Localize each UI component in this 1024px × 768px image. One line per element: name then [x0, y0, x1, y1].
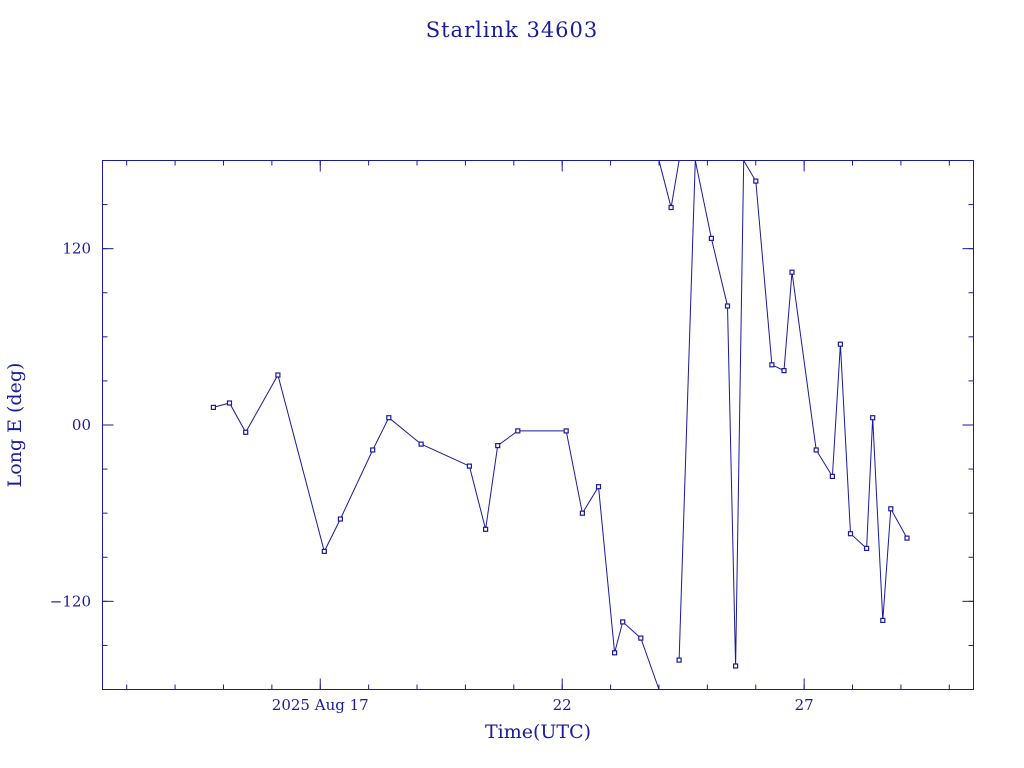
data-point-marker	[732, 663, 739, 669]
data-point-marker	[483, 526, 489, 532]
series-line-segment	[678, 160, 696, 661]
data-point-marker	[611, 650, 618, 656]
data-point-marker	[880, 617, 886, 624]
data-point-marker	[210, 404, 216, 410]
data-point-marker	[668, 204, 674, 211]
data-point-marker	[515, 428, 521, 434]
data-point-marker	[620, 619, 626, 625]
data-point-marker	[847, 531, 854, 537]
data-point-marker	[888, 506, 894, 512]
data-point-marker	[321, 548, 327, 555]
x-tick-label: 2025 Aug 17	[272, 696, 369, 714]
x-axis-ticks	[126, 160, 950, 690]
data-point-marker	[781, 368, 787, 374]
data-point-marker	[386, 415, 392, 421]
y-tick-label: 120	[62, 240, 91, 258]
data-point-marker	[337, 516, 343, 522]
data-point-marker	[226, 400, 233, 406]
data-point-marker	[466, 463, 472, 469]
data-point-marker	[829, 473, 836, 479]
series-lines	[213, 160, 908, 690]
series-line-segment	[213, 373, 660, 690]
data-point-marker	[813, 447, 819, 453]
data-point-marker	[595, 484, 602, 490]
series-line-segment	[743, 160, 908, 621]
series-line-segment	[694, 160, 745, 667]
data-point-marker	[370, 447, 376, 453]
y-axis-ticks	[102, 204, 974, 646]
data-point-marker	[495, 443, 501, 449]
x-tick-label: 22	[553, 696, 572, 714]
data-point-marker	[837, 341, 844, 347]
data-point-marker	[870, 415, 876, 421]
data-point-marker	[243, 429, 249, 435]
data-point-marker	[904, 535, 910, 541]
series-markers	[210, 178, 910, 669]
data-point-marker	[418, 441, 424, 447]
x-axis-tick-labels: 2025 Aug 17 22 27	[272, 696, 814, 714]
data-point-marker	[863, 545, 870, 552]
data-point-marker	[563, 428, 569, 434]
y-axis-label: Long E (deg)	[4, 363, 26, 488]
data-point-marker	[724, 303, 731, 309]
y-tick-label: 00	[72, 416, 91, 434]
y-axis-tick-labels: 120 00 −120	[50, 240, 91, 611]
x-axis-label: Time(UTC)	[485, 721, 591, 743]
data-point-marker	[753, 178, 759, 184]
data-point-marker	[579, 510, 586, 516]
data-point-marker	[638, 635, 644, 641]
y-tick-label: −120	[50, 592, 91, 610]
plot-area: 2025 Aug 17 22 27 120 00 −120	[50, 160, 974, 714]
data-point-marker	[789, 269, 795, 275]
plot-frame	[102, 160, 974, 690]
x-tick-label: 27	[795, 696, 814, 714]
data-point-marker	[275, 372, 281, 378]
series-line-segment	[658, 160, 680, 208]
chart-title: Starlink 34603	[426, 18, 599, 42]
data-point-marker	[769, 362, 775, 368]
data-point-marker	[676, 657, 682, 663]
data-point-marker	[708, 235, 715, 241]
